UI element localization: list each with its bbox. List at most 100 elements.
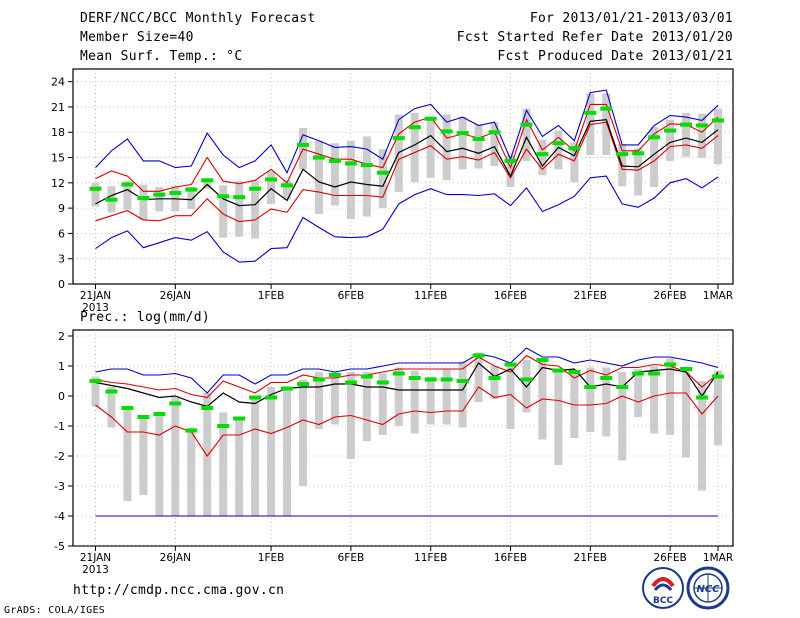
temp-x-tick-label: 1FEB (258, 290, 285, 302)
prec-spread-box (586, 367, 595, 432)
temp-spread-box (219, 185, 228, 238)
prec-y-tick-label: -3 (54, 480, 65, 493)
temp-x-tick-label: 21FEB (574, 290, 607, 302)
fcst-started-date: Fcst Started Refer Date 2013/01/20 (456, 30, 733, 45)
footer-url[interactable]: http://cmdp.ncc.cma.gov.cn (73, 583, 285, 598)
temp-spread-box (602, 93, 611, 155)
prec-y-tick-label: -2 (54, 450, 65, 463)
temp-spread-box (362, 136, 371, 217)
temp-median-marker (424, 116, 437, 121)
prec-median-marker (217, 424, 230, 428)
prec-median-marker (472, 353, 485, 358)
prec-spread-box (219, 412, 228, 516)
temp-lower-line (95, 121, 719, 223)
prec-spread-box (330, 372, 339, 425)
temp-median-marker (297, 142, 309, 147)
temp-median-marker (105, 197, 118, 202)
prec-median-marker (552, 368, 565, 373)
temp-median-marker (648, 135, 661, 140)
temp-spread-box (314, 140, 323, 215)
temp-spread-box (650, 127, 659, 188)
temp-median-marker (696, 123, 709, 128)
prec-x-tick-label: 1MAR (703, 552, 733, 564)
prec-median-marker (89, 379, 102, 383)
temp-y-tick-label: 15 (51, 152, 65, 165)
prec-spread-box (314, 372, 323, 429)
prec-median-marker (600, 376, 613, 380)
prec-spread-box (650, 366, 659, 434)
prec-spread-box (267, 387, 276, 516)
prec-median-marker (408, 376, 421, 380)
prec-median-marker (233, 416, 246, 421)
temp-x-tick-label: 21JAN (80, 290, 111, 302)
prec-spread-box (171, 396, 180, 516)
temp-y-tick-label: 24 (51, 76, 65, 89)
prec-spread-box (299, 379, 307, 486)
temp-median-marker (233, 195, 246, 200)
temp-median-marker (712, 118, 724, 123)
temp-median-marker (504, 158, 517, 163)
temp-x-tick-label: 26FEB (653, 290, 686, 302)
temp-min-line (95, 175, 719, 263)
prec-median-marker (648, 371, 661, 376)
temp-median-marker (664, 128, 677, 133)
prec-spread-box (474, 352, 483, 402)
prec-y-tick-label: -4 (54, 510, 65, 523)
prec-median-marker (488, 376, 501, 380)
temp-median-marker (680, 122, 693, 127)
prec-median-marker (297, 382, 309, 386)
prec-x-tick-label: 16FEB (494, 552, 527, 564)
prec-median-marker (632, 371, 645, 376)
temp-median-marker (552, 141, 565, 146)
prec-median-marker (137, 415, 150, 419)
prec-spread-box (107, 387, 116, 428)
temp-median-marker (265, 177, 278, 182)
temp-max-line (95, 89, 719, 174)
prec-median-marker (185, 428, 198, 433)
fcst-produced-date: Fcst Produced Date 2013/01/21 (497, 49, 733, 64)
prec-median-marker (536, 358, 549, 362)
prec-spread-box (251, 396, 260, 516)
temp-spread-box (426, 119, 435, 178)
temp-y-tick-label: 6 (58, 227, 65, 240)
prec-y-tick-label: 2 (58, 330, 65, 343)
temp-spread-box (442, 114, 451, 181)
prec-median-marker (520, 377, 533, 382)
temp-mean-line (95, 118, 719, 207)
prec-median-marker (664, 362, 677, 367)
temp-x-tick-label: 11FEB (414, 290, 447, 302)
temp-median-marker (488, 130, 501, 135)
lower-panel-title: Prec.: log(mm/d) (80, 310, 211, 325)
temp-y-tick-label: 3 (58, 253, 65, 266)
prec-spread-box (698, 381, 707, 491)
prec-median-marker (680, 367, 693, 371)
prec-y-tick-label: 1 (58, 360, 65, 373)
prec-median-marker (121, 406, 134, 410)
temp-median-marker (185, 187, 198, 192)
prec-median-marker (153, 412, 166, 416)
prec-x-tick-label: 21FEB (574, 552, 607, 564)
temp-median-marker (137, 196, 150, 200)
temp-median-marker (89, 186, 102, 191)
temp-spread-box (187, 187, 196, 209)
prec-upper-line (95, 354, 719, 399)
temp-median-marker (312, 155, 325, 160)
temp-y-tick-label: 18 (51, 126, 65, 139)
temp-spread-box (346, 140, 355, 220)
prec-spread-box (602, 367, 611, 437)
prec-median-marker (616, 385, 629, 389)
temp-spread-box (666, 119, 675, 161)
temp-spread-box (330, 143, 339, 206)
prec-x-tick-label: 26FEB (653, 552, 686, 564)
prec-spread-box (394, 367, 403, 426)
prec-spread-box (554, 370, 563, 465)
prec-median-marker (328, 373, 341, 377)
prec-spread-box (123, 408, 132, 501)
temp-median-marker (344, 161, 357, 166)
temp-spread-box (410, 112, 419, 182)
temp-spread-box (538, 139, 547, 176)
temp-spread-box (634, 148, 643, 196)
temp-spread-box (283, 180, 292, 200)
prec-max-line (95, 347, 719, 394)
